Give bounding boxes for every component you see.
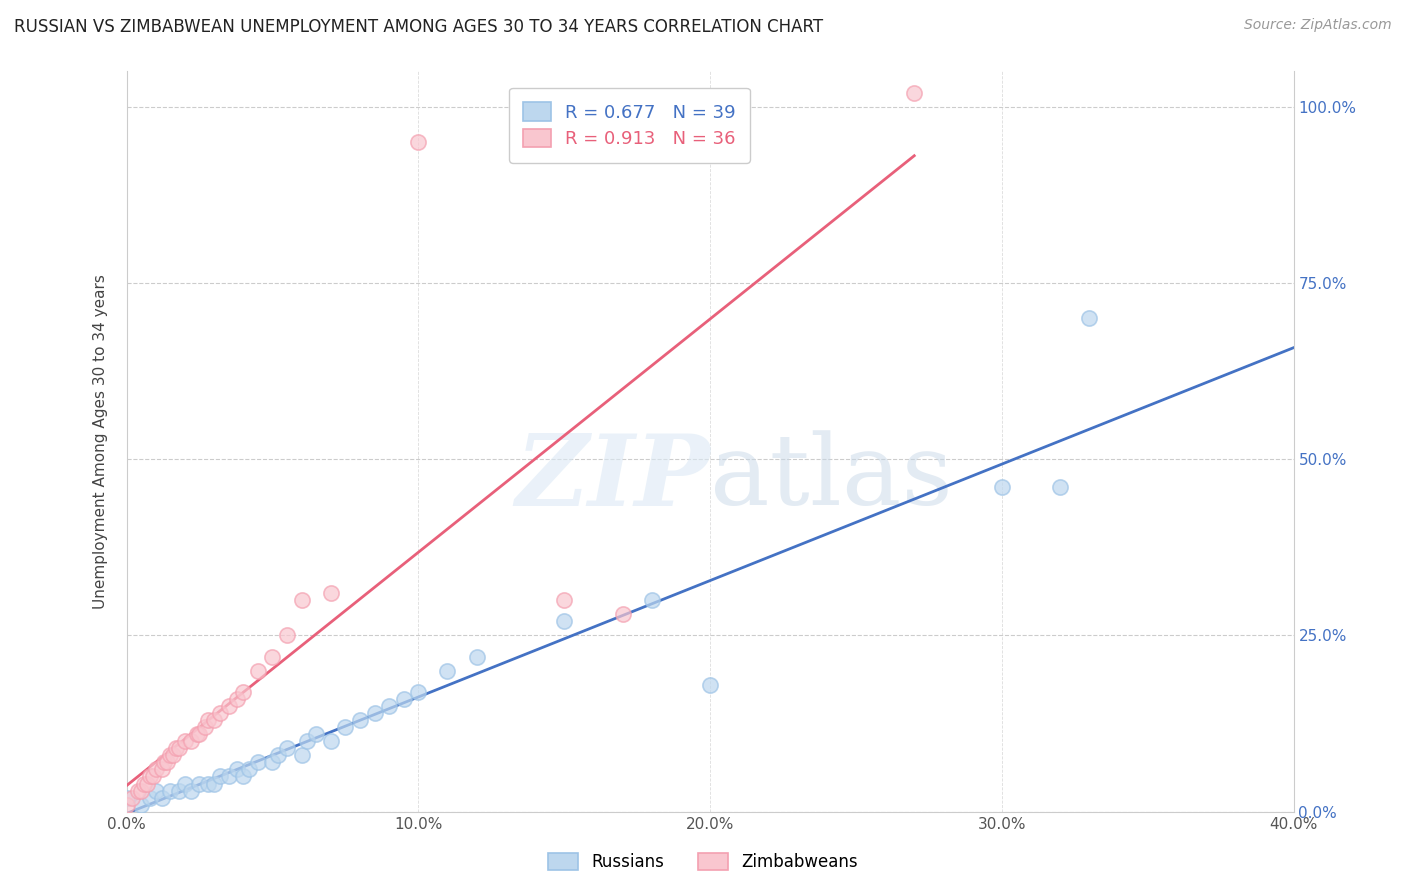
- Point: [194, 720, 217, 734]
- Point: [232, 685, 254, 699]
- Point: [392, 692, 415, 706]
- Point: [612, 607, 634, 622]
- Point: [1078, 311, 1101, 326]
- Point: [553, 593, 575, 607]
- Point: [208, 769, 231, 783]
- Point: [121, 790, 143, 805]
- Point: [305, 727, 328, 741]
- Point: [145, 763, 167, 777]
- Point: [699, 678, 721, 692]
- Point: [153, 756, 176, 770]
- Point: [129, 783, 152, 797]
- Point: [363, 706, 385, 720]
- Point: [226, 692, 249, 706]
- Point: [232, 769, 254, 783]
- Point: [208, 706, 231, 720]
- Point: [267, 748, 290, 763]
- Point: [142, 769, 165, 783]
- Text: Source: ZipAtlas.com: Source: ZipAtlas.com: [1244, 18, 1392, 32]
- Point: [159, 748, 181, 763]
- Point: [180, 783, 202, 797]
- Point: [990, 480, 1012, 494]
- Point: [465, 649, 488, 664]
- Point: [150, 790, 173, 805]
- Point: [167, 741, 190, 756]
- Text: RUSSIAN VS ZIMBABWEAN UNEMPLOYMENT AMONG AGES 30 TO 34 YEARS CORRELATION CHART: RUSSIAN VS ZIMBABWEAN UNEMPLOYMENT AMONG…: [14, 18, 823, 36]
- Text: ZIP: ZIP: [515, 430, 710, 527]
- Point: [290, 593, 312, 607]
- Point: [127, 783, 149, 797]
- Legend: Russians, Zimbabweans: Russians, Zimbabweans: [540, 845, 866, 880]
- Point: [139, 769, 162, 783]
- Point: [202, 776, 225, 790]
- Point: [408, 685, 430, 699]
- Point: [408, 135, 430, 149]
- Point: [180, 734, 202, 748]
- Point: [290, 748, 312, 763]
- Point: [167, 783, 190, 797]
- Point: [1049, 480, 1071, 494]
- Point: [238, 763, 260, 777]
- Point: [197, 713, 219, 727]
- Point: [129, 797, 152, 812]
- Point: [262, 756, 284, 770]
- Point: [150, 763, 173, 777]
- Y-axis label: Unemployment Among Ages 30 to 34 years: Unemployment Among Ages 30 to 34 years: [93, 274, 108, 609]
- Point: [640, 593, 664, 607]
- Point: [246, 664, 269, 678]
- Point: [319, 734, 342, 748]
- Point: [136, 776, 159, 790]
- Point: [276, 628, 298, 642]
- Point: [297, 734, 319, 748]
- Point: [188, 727, 211, 741]
- Point: [174, 734, 197, 748]
- Point: [276, 741, 298, 756]
- Point: [553, 615, 575, 629]
- Legend: R = 0.677   N = 39, R = 0.913   N = 36: R = 0.677 N = 39, R = 0.913 N = 36: [509, 87, 749, 162]
- Point: [115, 797, 138, 812]
- Point: [226, 763, 249, 777]
- Point: [162, 748, 184, 763]
- Point: [186, 727, 208, 741]
- Point: [165, 741, 187, 756]
- Point: [139, 790, 162, 805]
- Point: [174, 776, 197, 790]
- Point: [156, 756, 179, 770]
- Point: [319, 586, 342, 600]
- Point: [436, 664, 458, 678]
- Point: [115, 790, 138, 805]
- Point: [188, 776, 211, 790]
- Point: [218, 698, 240, 713]
- Point: [335, 720, 357, 734]
- Point: [378, 698, 401, 713]
- Point: [903, 86, 925, 100]
- Point: [349, 713, 371, 727]
- Point: [246, 756, 269, 770]
- Point: [145, 783, 167, 797]
- Point: [202, 713, 225, 727]
- Point: [197, 776, 219, 790]
- Point: [218, 769, 240, 783]
- Text: atlas: atlas: [710, 431, 953, 526]
- Point: [132, 776, 155, 790]
- Point: [159, 783, 181, 797]
- Point: [262, 649, 284, 664]
